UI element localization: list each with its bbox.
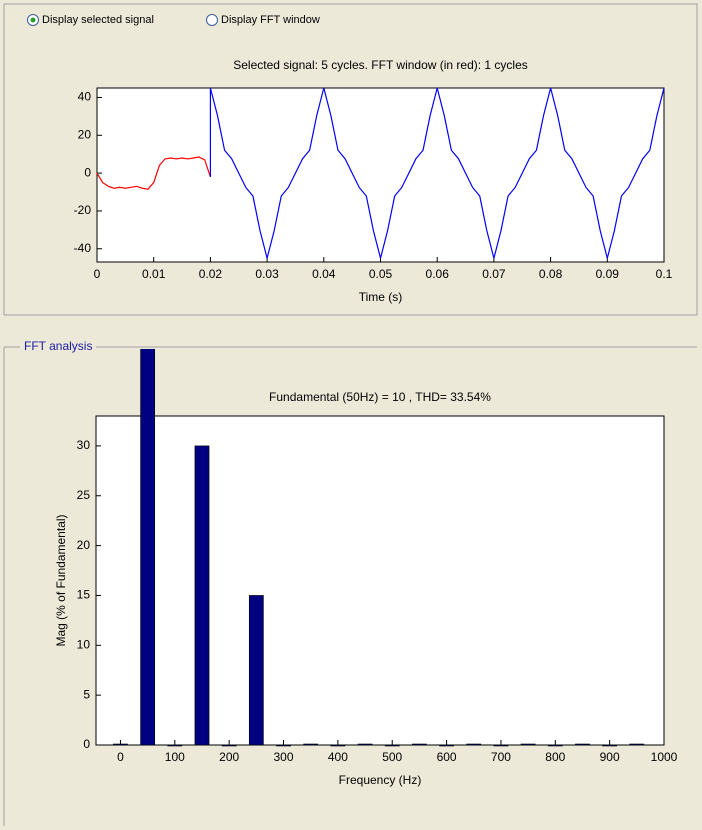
signal-panel: [3, 3, 698, 316]
bar: [276, 744, 291, 747]
x-axis-label: Frequency (Hz): [339, 773, 422, 787]
x-tick-label: 0: [117, 750, 124, 764]
bar: [140, 349, 156, 746]
x-tick-label: 0.09: [596, 267, 620, 281]
x-tick-label: 0: [94, 267, 101, 281]
chart: Selected signal: 5 cycles. FFT window (i…: [74, 58, 673, 304]
x-tick-label: 500: [382, 750, 402, 764]
bar: [194, 445, 210, 746]
x-tick-label: 800: [545, 750, 565, 764]
bar: [357, 743, 373, 746]
bar: [221, 744, 237, 747]
bar: [167, 744, 183, 747]
chart-title: Fundamental (50Hz) = 10 , THD= 33.54%: [269, 390, 491, 404]
bar: [439, 744, 454, 747]
x-tick-label: 1000: [651, 750, 678, 764]
radio-label[interactable]: Display selected signal: [42, 14, 154, 26]
radio-label[interactable]: Display FFT window: [221, 14, 320, 26]
y-tick-label: 30: [77, 438, 91, 452]
x-tick-label: 100: [165, 750, 185, 764]
bar: [303, 743, 319, 746]
x-tick-label: 0.03: [255, 267, 279, 281]
y-tick-label: 0: [83, 737, 90, 751]
x-tick-label: 200: [219, 750, 239, 764]
y-tick-label: 0: [84, 165, 91, 179]
y-tick-label: 15: [77, 588, 91, 602]
x-tick-label: 0.07: [482, 267, 506, 281]
y-tick-label: 5: [83, 687, 90, 701]
y-axis-label: Mag (% of Fundamental): [54, 514, 68, 646]
bar: [602, 744, 618, 747]
bar: [113, 743, 128, 746]
chart: Fundamental (50Hz) = 10 , THD= 33.54% Fre…: [54, 349, 678, 787]
chart-title: Selected signal: 5 cycles. FFT window (i…: [233, 58, 528, 72]
bar: [520, 743, 536, 746]
signal-line: [96, 156, 211, 190]
bar: [330, 744, 346, 747]
y-tick-label: 10: [77, 637, 91, 651]
bar: [466, 743, 482, 746]
y-tick-label: 20: [77, 538, 91, 552]
y-tick-label: 40: [78, 90, 92, 104]
radio-button[interactable]: [206, 14, 218, 26]
x-tick-label: 400: [328, 750, 348, 764]
y-tick-label: 25: [77, 488, 91, 502]
y-tick-label: 20: [78, 127, 92, 141]
bar: [547, 744, 563, 747]
bar: [575, 743, 590, 746]
x-axis-label: Time (s): [359, 290, 403, 304]
radio-dot: [30, 17, 36, 23]
x-tick-label: 0.05: [369, 267, 393, 281]
signal-line: [209, 87, 665, 259]
panel-title: FFT analysis: [24, 339, 92, 353]
x-tick-label: 0.08: [539, 267, 563, 281]
x-tick-label: 900: [600, 750, 620, 764]
bar: [384, 744, 400, 747]
plot-area: [95, 415, 665, 746]
x-tick-label: 0.02: [199, 267, 223, 281]
plot-area: [96, 87, 665, 263]
x-tick-label: 700: [491, 750, 511, 764]
panel-title-bg: [20, 340, 96, 354]
x-tick-label: 0.01: [142, 267, 166, 281]
bar: [629, 743, 645, 746]
x-tick-label: 0.04: [312, 267, 336, 281]
y-tick-label: -20: [74, 203, 92, 217]
bar: [412, 743, 427, 746]
x-tick-label: 0.1: [656, 267, 673, 281]
bar: [493, 744, 509, 747]
x-tick-label: 0.06: [426, 267, 450, 281]
x-tick-label: 600: [437, 750, 457, 764]
y-tick-label: -40: [74, 241, 92, 255]
x-tick-label: 300: [274, 750, 294, 764]
bar: [248, 595, 264, 746]
